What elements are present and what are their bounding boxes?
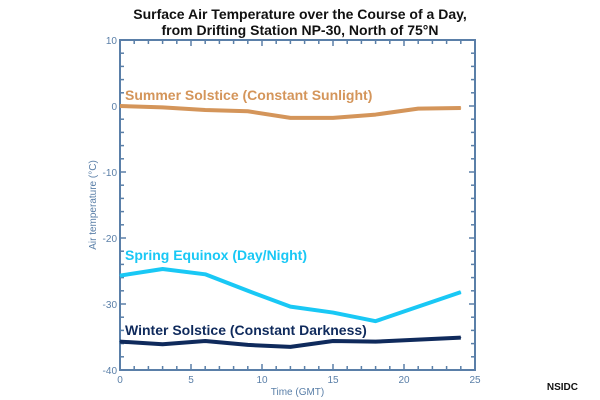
x-axis-label: Time (GMT) xyxy=(271,387,325,398)
data-point xyxy=(162,343,164,345)
data-point xyxy=(289,306,291,308)
x-tick-label: 0 xyxy=(117,375,123,386)
data-point xyxy=(119,105,121,107)
y-axis-label: Air temperature (°C) xyxy=(88,160,99,250)
data-point xyxy=(332,312,334,314)
chart-title-line1: Surface Air Temperature over the Course … xyxy=(133,6,467,22)
x-tick-label: 25 xyxy=(469,375,481,386)
data-point xyxy=(289,117,291,119)
x-tick-label: 10 xyxy=(256,375,268,386)
data-point xyxy=(460,337,462,339)
x-tick-label: 15 xyxy=(327,375,339,386)
data-point xyxy=(247,110,249,112)
data-point xyxy=(375,320,377,322)
y-tick-label: -40 xyxy=(103,366,118,377)
x-tick-label: 20 xyxy=(398,375,410,386)
credit-label: NSIDC xyxy=(546,382,578,393)
data-point xyxy=(247,290,249,292)
data-point xyxy=(119,275,121,277)
data-point xyxy=(417,306,419,308)
x-tick-label: 5 xyxy=(188,375,194,386)
series-label-0: Summer Solstice (Constant Sunlight) xyxy=(125,87,372,103)
data-point xyxy=(460,107,462,109)
data-point xyxy=(204,109,206,111)
series-label-1: Spring Equinox (Day/Night) xyxy=(125,247,307,263)
data-point xyxy=(460,291,462,293)
data-point xyxy=(247,344,249,346)
data-point xyxy=(204,340,206,342)
chart-title-line2: from Drifting Station NP-30, North of 75… xyxy=(161,22,439,38)
plot-frame xyxy=(119,39,476,371)
data-point xyxy=(204,273,206,275)
y-tick-label: -30 xyxy=(103,300,118,311)
data-point xyxy=(332,340,334,342)
data-point xyxy=(417,339,419,341)
data-point xyxy=(417,108,419,110)
series-line-2 xyxy=(119,335,461,349)
y-tick-label: 0 xyxy=(111,102,117,113)
y-tick-label: -20 xyxy=(103,234,118,245)
series-line-1 xyxy=(119,267,462,324)
data-point xyxy=(162,268,164,270)
data-point xyxy=(162,106,164,108)
data-point xyxy=(119,341,121,343)
y-tick-label: 10 xyxy=(106,36,118,47)
data-point xyxy=(375,114,377,116)
data-point xyxy=(332,117,334,119)
data-point xyxy=(375,341,377,343)
series-line-0 xyxy=(119,104,461,120)
data-point xyxy=(289,346,291,348)
y-tick-label: -10 xyxy=(103,168,118,179)
series-label-2: Winter Solstice (Constant Darkness) xyxy=(125,322,367,338)
